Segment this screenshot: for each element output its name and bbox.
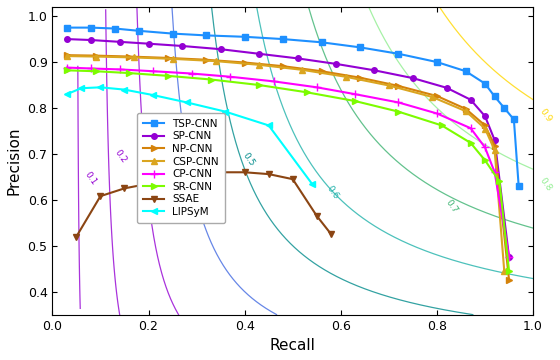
Text: 0.5: 0.5 bbox=[241, 151, 257, 168]
Text: 0.8: 0.8 bbox=[538, 176, 553, 193]
Text: 0.3: 0.3 bbox=[148, 151, 164, 168]
Legend: TSP-CNN, SP-CNN, NP-CNN, CSP-CNN, CP-CNN, SR-CNN, SSAE, LIPSyM: TSP-CNN, SP-CNN, NP-CNN, CSP-CNN, CP-CNN… bbox=[137, 113, 225, 223]
Text: 0.1: 0.1 bbox=[83, 170, 99, 187]
Text: 0.9: 0.9 bbox=[538, 107, 553, 123]
Y-axis label: Precision: Precision bbox=[7, 127, 22, 195]
Text: 0.6: 0.6 bbox=[325, 184, 340, 201]
X-axis label: Recall: Recall bbox=[270, 338, 316, 353]
Text: 0.4: 0.4 bbox=[190, 152, 206, 168]
Text: 0.7: 0.7 bbox=[444, 198, 459, 215]
Text: 0.2: 0.2 bbox=[113, 148, 128, 165]
